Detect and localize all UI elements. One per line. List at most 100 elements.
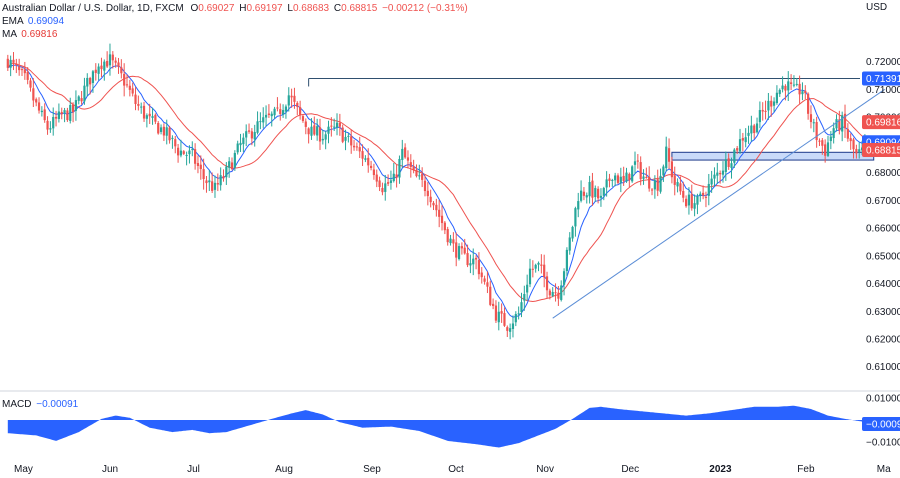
trendline-layer	[552, 88, 886, 319]
candle	[537, 261, 540, 272]
candle	[389, 170, 393, 190]
candle	[361, 144, 364, 166]
candle	[35, 97, 38, 107]
candle	[333, 118, 336, 132]
candle	[526, 274, 529, 301]
candle	[32, 78, 35, 107]
candle	[57, 103, 60, 123]
candle	[497, 301, 500, 331]
candle	[367, 148, 370, 173]
symbol-title[interactable]: Australian Dollar / U.S. Dollar, 1D, FXC…	[2, 3, 184, 14]
trendline[interactable]	[552, 88, 886, 319]
candle	[375, 169, 378, 188]
candle	[347, 132, 350, 143]
candle	[645, 167, 648, 179]
time-tick-label: Jun	[102, 464, 118, 475]
candle	[628, 172, 631, 188]
candle	[267, 104, 271, 118]
candle	[225, 162, 228, 185]
candle	[404, 143, 407, 159]
candle	[281, 104, 285, 118]
candle	[858, 142, 861, 159]
candle	[591, 172, 594, 206]
candle	[543, 254, 546, 288]
candle	[582, 187, 586, 201]
candle	[446, 226, 449, 246]
candle	[253, 124, 256, 147]
ma-line-layer	[7, 62, 866, 318]
candle	[418, 164, 421, 180]
candle	[117, 57, 120, 74]
candle	[384, 174, 387, 201]
candle	[571, 225, 574, 242]
candle	[327, 120, 330, 144]
candle	[100, 57, 103, 78]
candle	[798, 75, 801, 104]
price-tick-label: 0.67000	[866, 196, 900, 207]
candle	[753, 123, 756, 139]
candle	[699, 191, 702, 202]
candle	[296, 101, 299, 116]
candle	[741, 132, 744, 152]
candle	[514, 311, 517, 327]
candle	[262, 107, 265, 129]
candle	[415, 164, 418, 178]
candle	[26, 67, 29, 85]
candle	[602, 186, 605, 201]
candle	[713, 167, 716, 187]
candle	[554, 283, 557, 302]
candle	[89, 76, 92, 95]
time-tick-label: Ma	[877, 464, 891, 475]
candle	[562, 268, 566, 296]
price-axis[interactable]: 0.720000.710000.700000.690000.680000.670…	[866, 57, 900, 373]
candle	[128, 79, 131, 97]
candle	[83, 77, 86, 105]
legend-ema-row[interactable]: EMA 0.69094	[2, 16, 64, 28]
price-tick-label: 0.62000	[866, 335, 900, 346]
candle	[242, 133, 245, 153]
candle	[196, 155, 200, 174]
candle	[310, 118, 313, 140]
candle	[489, 280, 492, 307]
candle	[148, 103, 151, 125]
macd-legend[interactable]: MACD −0.00091	[2, 399, 78, 411]
candle	[710, 170, 713, 193]
ma-label: MA	[2, 29, 17, 40]
candle	[273, 106, 276, 119]
candle	[406, 150, 410, 169]
candle	[228, 157, 231, 178]
candle	[775, 85, 779, 105]
candle	[245, 124, 248, 147]
candle	[687, 187, 691, 215]
candle	[545, 271, 549, 299]
candle	[23, 61, 26, 80]
candle	[364, 155, 367, 163]
price-tick-label: 0.65000	[866, 251, 900, 262]
time-axis[interactable]: May Jun Jul Aug Sep Oct Nov Dec 2023 Feb Ma	[14, 464, 891, 475]
candle	[469, 254, 472, 274]
candle	[611, 178, 614, 187]
candle	[392, 162, 395, 183]
candle	[568, 232, 571, 255]
support-zone[interactable]	[671, 151, 875, 161]
price-tag: 0.68815	[862, 142, 900, 157]
candle	[778, 88, 781, 97]
candle	[66, 107, 69, 122]
candle	[494, 300, 498, 324]
candle	[460, 242, 463, 255]
candle	[421, 167, 424, 188]
candle	[696, 193, 699, 215]
candle	[335, 113, 339, 136]
legend-ma-row[interactable]: MA 0.69816	[2, 29, 57, 41]
price-tick-label: 0.72000	[866, 57, 900, 68]
candle	[46, 116, 49, 135]
candle	[134, 87, 137, 111]
candle	[12, 52, 15, 71]
macd-layer: 0.01000 −0.01000	[0, 390, 900, 449]
candle	[744, 128, 747, 148]
candle	[86, 73, 89, 97]
candle	[213, 175, 217, 198]
candle	[614, 172, 617, 187]
candle	[174, 136, 177, 154]
